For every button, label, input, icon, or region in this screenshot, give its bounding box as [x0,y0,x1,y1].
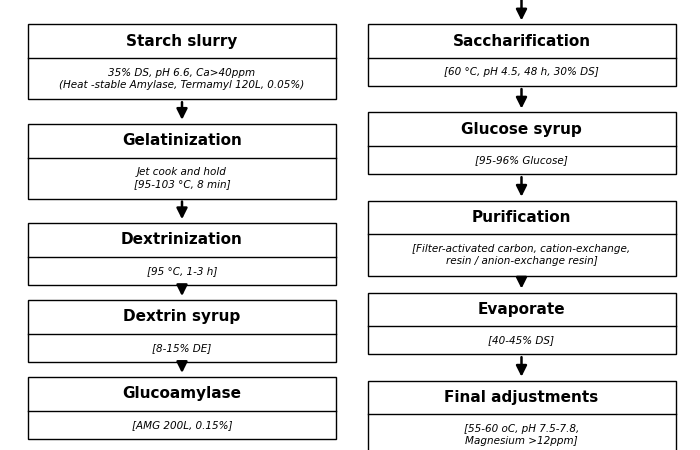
Text: Starch slurry: Starch slurry [126,34,238,49]
Text: Dextrin syrup: Dextrin syrup [123,310,241,324]
Bar [28,377,336,439]
Bar [368,201,676,275]
Bar [368,292,676,355]
Bar [368,381,676,450]
Text: [8-15% DE]: [8-15% DE] [153,343,211,353]
Text: Purification: Purification [472,210,571,225]
Text: [95-96% Glucose]: [95-96% Glucose] [475,155,568,165]
Text: Jet cook and hold
[95-103 °C, 8 min]: Jet cook and hold [95-103 °C, 8 min] [134,167,230,189]
Text: [95 °C, 1-3 h]: [95 °C, 1-3 h] [147,266,217,276]
Bar [28,300,336,362]
Text: Glucose syrup: Glucose syrup [461,122,582,137]
Text: [60 °C, pH 4.5, 48 h, 30% DS]: [60 °C, pH 4.5, 48 h, 30% DS] [444,67,599,77]
Text: [40-45% DS]: [40-45% DS] [489,335,554,345]
Bar [28,24,336,99]
Text: Saccharification: Saccharification [452,34,591,49]
Text: [55-60 oC, pH 7.5-7.8,
Magnesium >12ppm]: [55-60 oC, pH 7.5-7.8, Magnesium >12ppm] [464,424,579,446]
Text: [AMG 200L, 0.15%]: [AMG 200L, 0.15%] [132,420,232,430]
Text: [Filter-activated carbon, cation-exchange,
resin / anion-exchange resin]: [Filter-activated carbon, cation-exchang… [412,244,631,266]
Text: Dextrinization: Dextrinization [121,233,243,248]
Bar [28,223,336,285]
Bar [368,112,676,174]
Text: Evaporate: Evaporate [477,302,566,317]
Text: Glucoamylase: Glucoamylase [122,386,241,401]
Bar [368,24,676,86]
Text: Final adjustments: Final adjustments [444,390,598,405]
Text: 35% DS, pH 6.6, Ca>40ppm
(Heat -stable Amylase, Termamyl 120L, 0.05%): 35% DS, pH 6.6, Ca>40ppm (Heat -stable A… [60,68,304,90]
Bar [28,124,336,199]
Text: Gelatinization: Gelatinization [122,133,242,148]
